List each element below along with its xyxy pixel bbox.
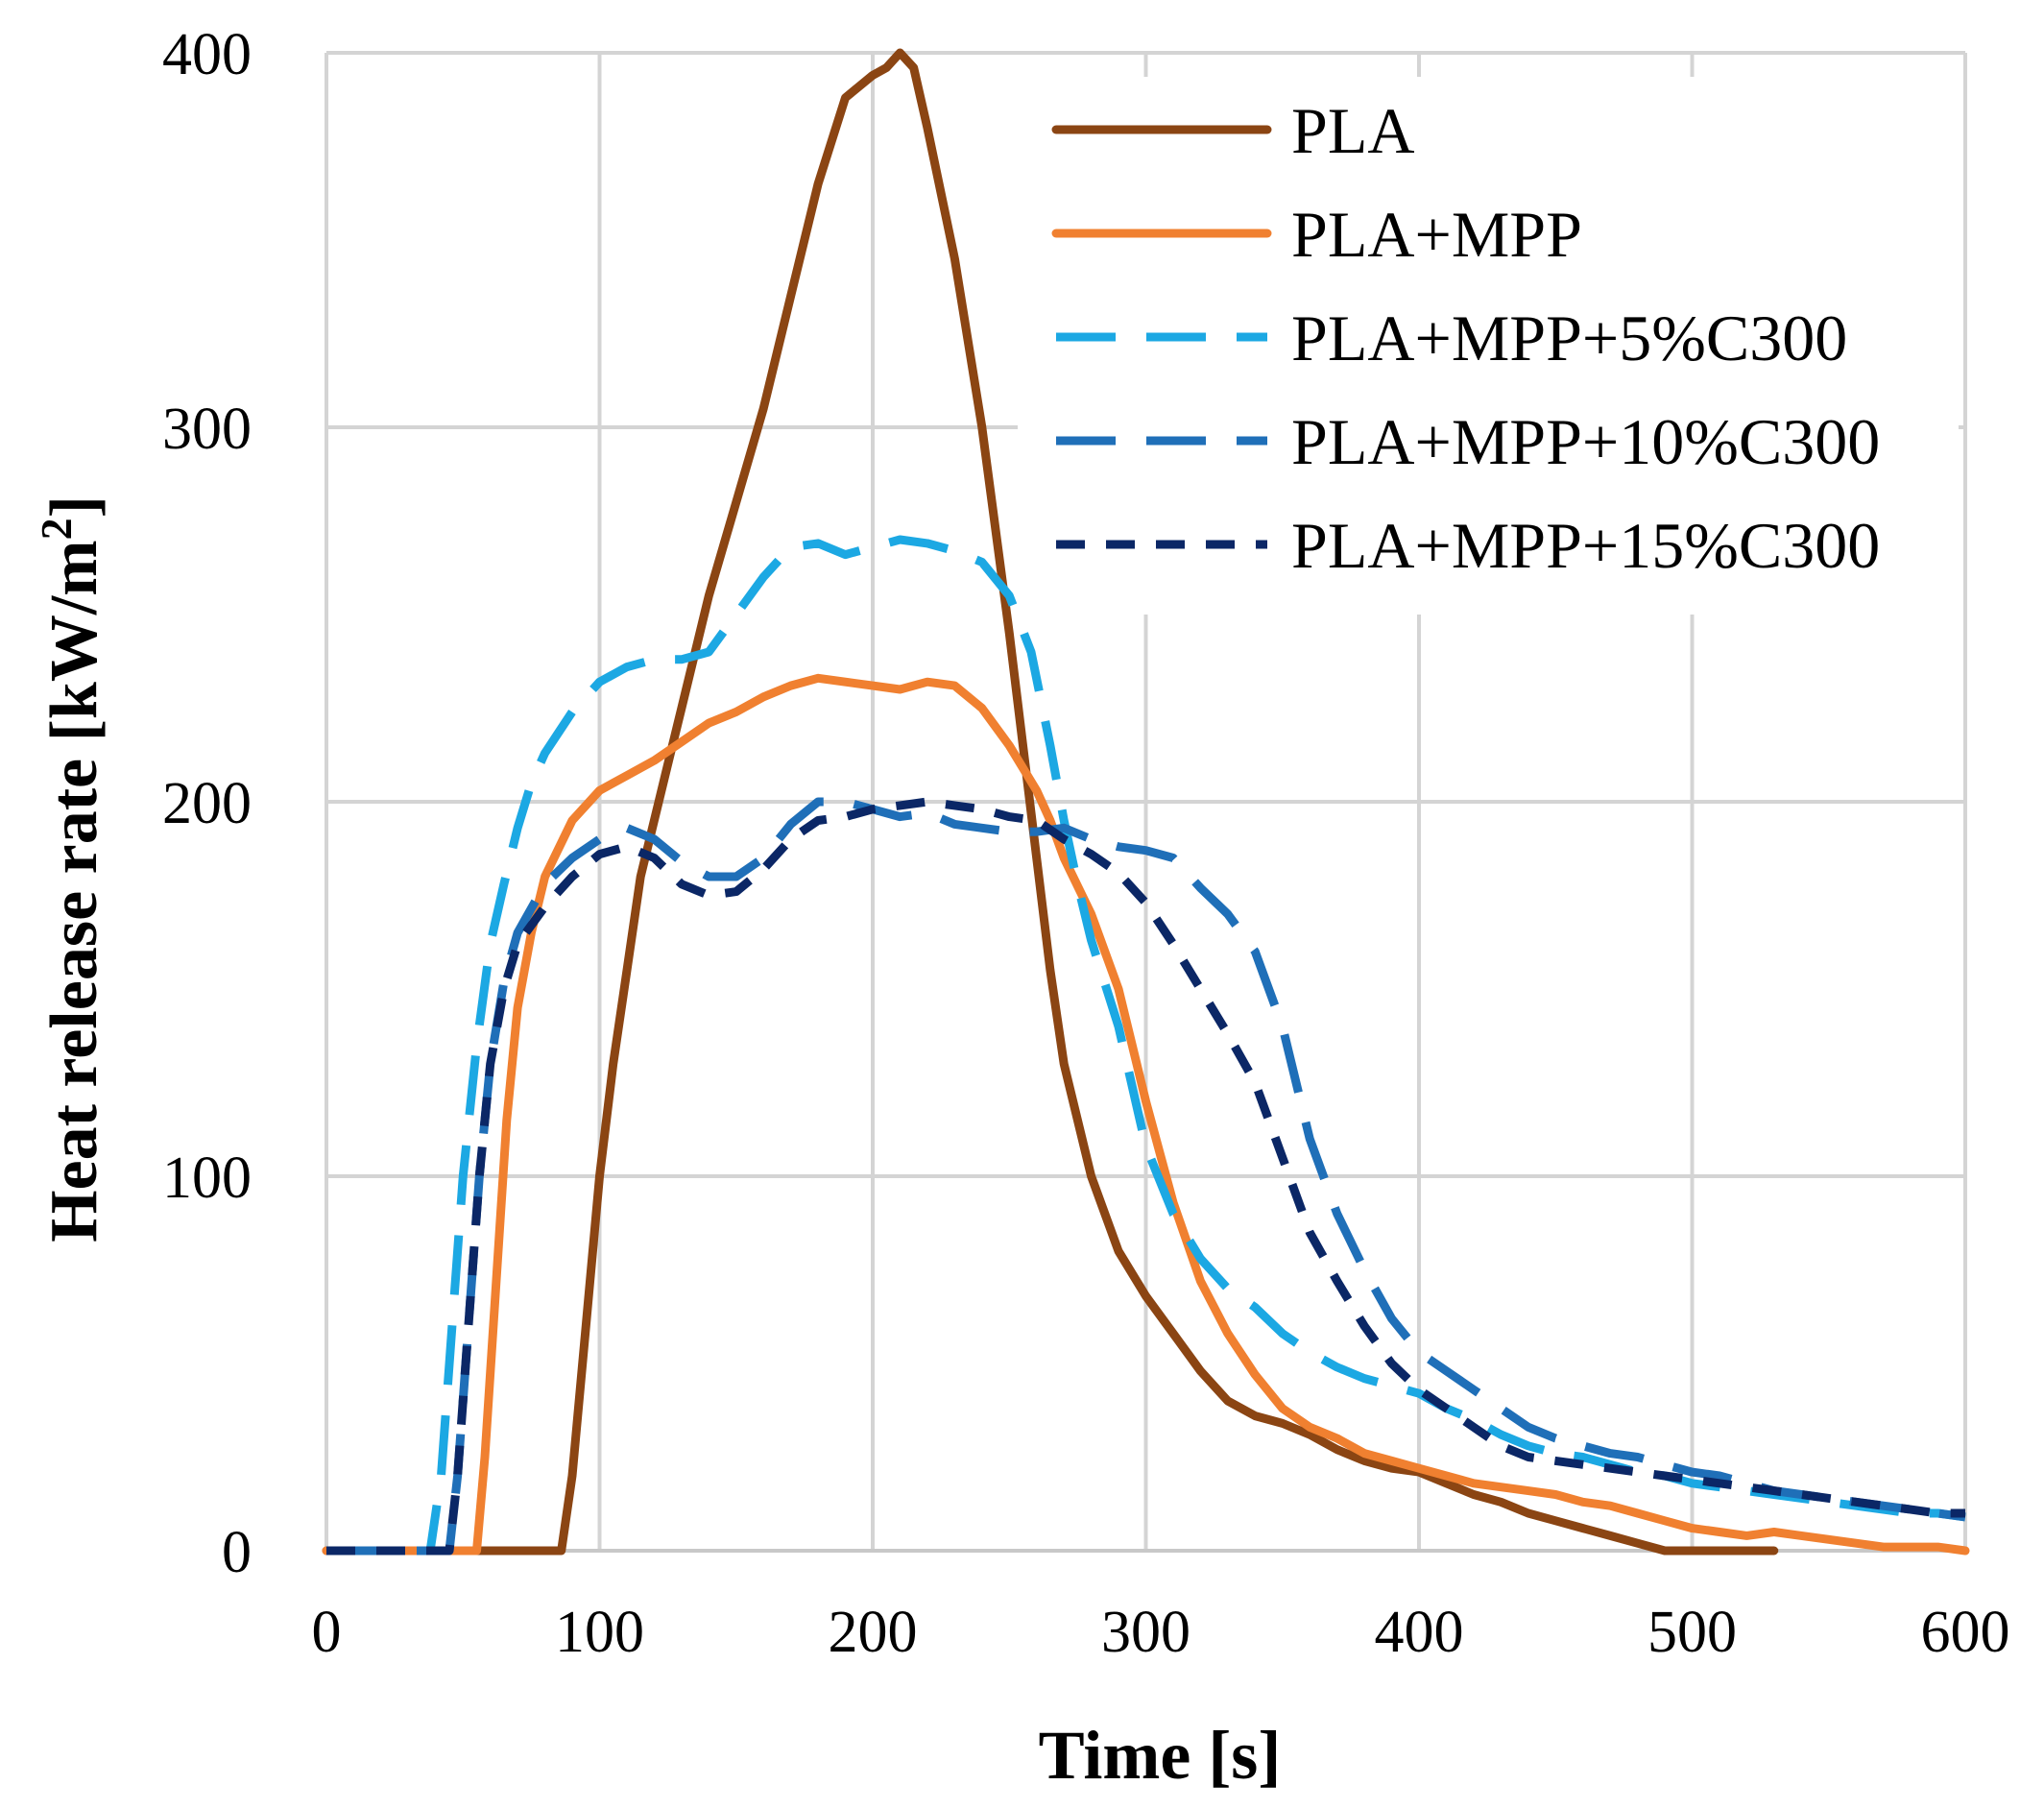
x-tick-label-0: 0 [312,1600,342,1665]
y-tick-label-400: 400 [162,22,252,87]
legend-label-4: PLA+MPP+15%C300 [1291,509,1880,582]
legend-label-1: PLA+MPP [1291,198,1582,271]
legend-label-2: PLA+MPP+5%C300 [1291,302,1847,374]
y-tick-label-300: 300 [162,397,252,462]
legend: PLA PLA+MPP PLA+MPP+5%C300 PLA+MPP+10%C300 P… [1018,77,1959,615]
y-axis-title-superscript: 2 [32,518,81,540]
y-tick-label-100: 100 [162,1146,252,1211]
x-tick-label-600: 600 [1921,1600,2010,1665]
series-line-pla-mpp-15-c300 [326,797,1965,1556]
y-tick-label-200: 200 [162,771,252,836]
y-axis-title: Heat release rate [kW/m2] [32,495,111,1242]
legend-background [1018,77,1959,615]
series-line-pla [322,48,1779,1556]
x-tick-label-100: 100 [555,1600,644,1665]
x-tick-label-200: 200 [829,1600,918,1665]
series-line-pla-mpp-10-c300 [326,797,1966,1556]
legend-label-0: PLA [1291,94,1414,167]
axis-titles: Time [s] Heat release rate [kW/m2] [32,495,1281,1794]
axis-layer: 0 100 200 300 400 500 600 0 100 200 300 400 [162,22,2010,1665]
legend-label-3: PLA+MPP+10%C300 [1291,405,1880,478]
y-axis-title-suffix: ] [37,495,111,518]
x-tick-label-300: 300 [1101,1600,1190,1665]
y-axis-title-main: Heat release rate [kW/m [37,540,111,1242]
x-tick-label-500: 500 [1647,1600,1737,1665]
x-axis-title: Time [s] [1039,1717,1282,1794]
series-layer [322,48,1970,1556]
series-line-pla-mpp [322,673,1970,1556]
y-tick-label-0: 0 [222,1520,252,1585]
x-tick-label-400: 400 [1375,1600,1464,1665]
